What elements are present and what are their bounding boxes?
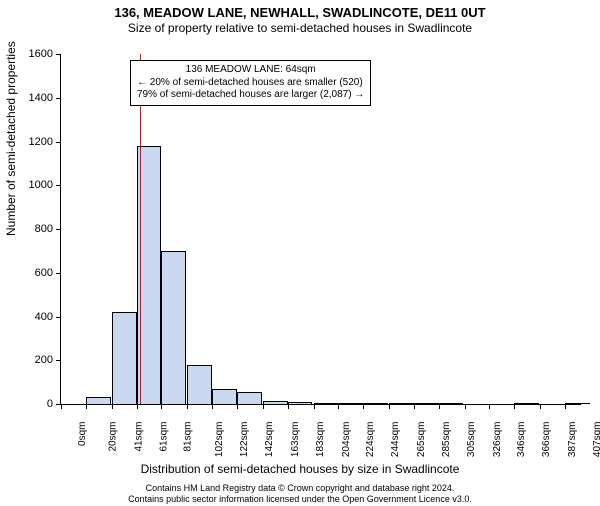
- x-tick-label: 326sqm: [492, 422, 503, 458]
- x-tick-label: 366sqm: [541, 422, 552, 458]
- histogram-bar: [314, 403, 339, 404]
- y-tick: [56, 360, 61, 361]
- y-tick-label: 600: [13, 267, 53, 279]
- histogram-bar: [514, 403, 539, 404]
- y-tick-label: 0: [13, 398, 53, 410]
- x-tick: [86, 404, 87, 409]
- histogram-bar: [212, 389, 237, 404]
- x-tick: [112, 404, 113, 409]
- x-tick-label: 407sqm: [592, 422, 600, 458]
- x-tick: [439, 404, 440, 409]
- x-tick-label: 183sqm: [315, 422, 326, 458]
- x-tick-label: 81sqm: [183, 422, 194, 452]
- y-tick: [56, 185, 61, 186]
- chart-axes: 020040060080010001200140016000sqm20sqm41…: [60, 54, 581, 405]
- annotation-line-1: 136 MEADOW LANE: 64sqm: [137, 64, 364, 77]
- y-tick: [56, 317, 61, 318]
- x-tick-label: 244sqm: [390, 422, 401, 458]
- histogram-bar: [338, 403, 363, 404]
- annotation-line-2: ← 20% of semi-detached houses are smalle…: [137, 77, 364, 90]
- footer-line-1: Contains HM Land Registry data © Crown c…: [0, 483, 600, 493]
- x-tick-label: 387sqm: [567, 422, 578, 458]
- annotation-line-3: 79% of semi-detached houses are larger (…: [137, 89, 364, 102]
- y-tick-label: 400: [13, 311, 53, 323]
- x-tick-label: 204sqm: [341, 422, 352, 458]
- x-tick-label: 265sqm: [416, 422, 427, 458]
- x-tick: [161, 404, 162, 409]
- y-tick-label: 1600: [13, 48, 53, 60]
- y-tick-label: 800: [13, 223, 53, 235]
- x-tick: [389, 404, 390, 409]
- y-tick: [56, 229, 61, 230]
- y-tick: [56, 54, 61, 55]
- histogram-bar: [288, 402, 313, 404]
- x-tick-label: 61sqm: [158, 422, 169, 452]
- chart-plot-area: 020040060080010001200140016000sqm20sqm41…: [60, 54, 580, 404]
- y-tick: [56, 273, 61, 274]
- histogram-bar: [187, 365, 212, 404]
- x-tick: [565, 404, 566, 409]
- y-tick-label: 1400: [13, 92, 53, 104]
- x-tick: [314, 404, 315, 409]
- x-tick: [212, 404, 213, 409]
- x-tick: [137, 404, 138, 409]
- x-tick-label: 305sqm: [466, 422, 477, 458]
- x-tick-label: 285sqm: [441, 422, 452, 458]
- x-tick-label: 346sqm: [516, 422, 527, 458]
- y-tick-label: 1000: [13, 179, 53, 191]
- x-tick-label: 224sqm: [365, 422, 376, 458]
- x-tick: [61, 404, 62, 409]
- histogram-bar: [565, 403, 590, 404]
- x-tick: [338, 404, 339, 409]
- x-tick-label: 0sqm: [77, 422, 88, 446]
- footer-line-2: Contains public sector information licen…: [0, 494, 600, 504]
- x-tick: [414, 404, 415, 409]
- x-tick: [363, 404, 364, 409]
- histogram-bar: [363, 403, 388, 404]
- annotation-box: 136 MEADOW LANE: 64sqm ← 20% of semi-det…: [130, 60, 371, 106]
- reference-line: [140, 54, 141, 404]
- chart-subtitle: Size of property relative to semi-detach…: [0, 22, 600, 35]
- x-axis-label: Distribution of semi-detached houses by …: [0, 462, 600, 476]
- y-tick: [56, 142, 61, 143]
- x-tick: [465, 404, 466, 409]
- chart-footer: Contains HM Land Registry data © Crown c…: [0, 483, 600, 504]
- x-tick-label: 102sqm: [214, 422, 225, 458]
- histogram-bar: [439, 403, 464, 404]
- histogram-bar: [112, 312, 137, 404]
- x-tick-label: 142sqm: [264, 422, 275, 458]
- x-tick: [263, 404, 264, 409]
- x-tick-label: 41sqm: [133, 422, 144, 452]
- x-tick: [489, 404, 490, 409]
- x-tick: [540, 404, 541, 409]
- y-tick-label: 200: [13, 354, 53, 366]
- y-tick: [56, 98, 61, 99]
- histogram-bar: [161, 251, 186, 404]
- histogram-bar: [263, 401, 288, 404]
- y-tick-label: 1200: [13, 136, 53, 148]
- x-tick: [514, 404, 515, 409]
- x-tick-label: 163sqm: [290, 422, 301, 458]
- histogram-bar: [389, 403, 414, 404]
- x-tick: [187, 404, 188, 409]
- histogram-bar: [237, 392, 262, 404]
- x-tick-label: 122sqm: [239, 422, 250, 458]
- chart-title: 136, MEADOW LANE, NEWHALL, SWADLINCOTE, …: [0, 6, 600, 20]
- histogram-bar: [86, 397, 111, 404]
- x-tick-label: 20sqm: [107, 422, 118, 452]
- histogram-bar: [414, 403, 439, 404]
- x-tick: [288, 404, 289, 409]
- x-tick: [237, 404, 238, 409]
